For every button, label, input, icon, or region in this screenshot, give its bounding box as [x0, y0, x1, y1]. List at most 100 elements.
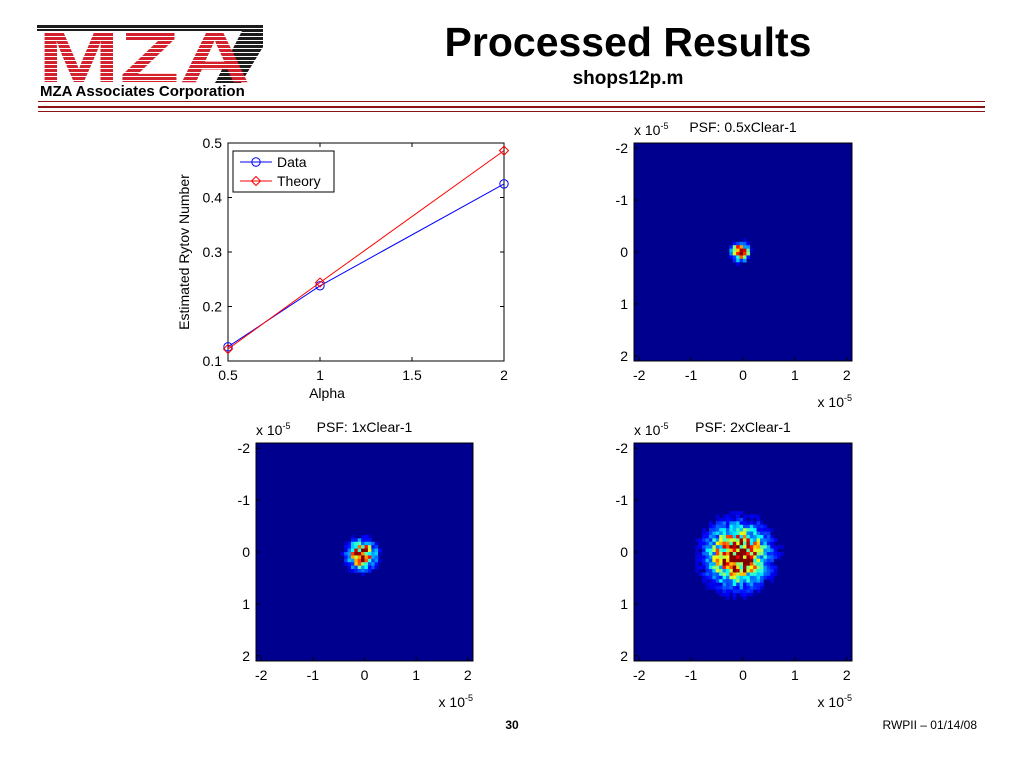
heatmap-cell: [739, 575, 744, 580]
heatmap-cell: [725, 514, 730, 519]
heatmap-cell: [746, 255, 751, 260]
heatmap-cell: [354, 562, 358, 566]
heatmap-cell: [760, 555, 764, 560]
legend: Data Theory: [232, 150, 335, 193]
heatmap-cell: [698, 572, 703, 577]
heatmap-cell: [695, 558, 699, 563]
heatmap-cell: [722, 586, 727, 590]
heatmap-cell: [725, 548, 730, 553]
heatmap-cell: [749, 548, 754, 553]
heatmap-cell: [766, 558, 771, 563]
heatmap-cell: [743, 558, 747, 563]
axis-multiplier-base: x 10: [439, 694, 466, 710]
heatmap-cell: [705, 575, 710, 580]
heatmap-cell: [763, 565, 768, 570]
heatmap-cell: [760, 541, 764, 546]
heatmap-cell: [708, 531, 713, 536]
heatmap-cell: [347, 555, 352, 560]
heatmap-cell: [743, 545, 747, 549]
heatmap-cell: [698, 545, 703, 549]
heatmap-cell: [722, 534, 727, 539]
heatmap-cell: [763, 555, 768, 560]
heatmap-cell: [770, 534, 774, 539]
heatmap-cell: [746, 582, 751, 587]
heatmap-cell: [722, 541, 727, 546]
heatmap-cell: [753, 575, 757, 580]
heatmap-cell: [725, 565, 730, 570]
axis-multiplier-exponent: -5: [844, 693, 852, 703]
heatmap-cell: [749, 592, 754, 597]
heatmap-cell: [364, 552, 369, 556]
heatmap-cell: [347, 552, 352, 556]
heatmap-cell: [357, 569, 362, 573]
heatmap-cell: [725, 524, 730, 529]
heatmap-cell: [719, 589, 723, 594]
heatmap-cell: [361, 555, 365, 560]
heatmap-cell: [729, 575, 734, 580]
heatmap-cell: [743, 255, 747, 260]
heatmap-cell: [763, 531, 768, 536]
heatmap-cell: [760, 552, 764, 556]
heatmap-cell: [364, 555, 369, 560]
heatmap-cell: [350, 541, 355, 546]
heatmap-cell: [719, 524, 723, 529]
heatmap-cell: [729, 562, 734, 566]
heatmap-cell: [743, 572, 747, 577]
logo-black-slant: [215, 29, 263, 83]
heatmap-cell: [749, 541, 754, 546]
y-tick-label: 1: [620, 596, 628, 612]
heatmap-cell: [732, 538, 737, 543]
y-axis-multiplier: x 10-5: [634, 421, 668, 438]
heatmap-title: PSF: 1xClear-1: [317, 419, 413, 435]
heatmap-cell: [743, 252, 747, 256]
heatmap-cell: [725, 575, 730, 580]
heatmap-cell: [732, 245, 737, 249]
x-tick-label: -2: [633, 367, 646, 383]
heatmap-cell: [708, 541, 713, 546]
heatmap-cell: [753, 569, 757, 573]
heatmap-cell: [705, 555, 710, 560]
heatmap-cell: [695, 552, 699, 556]
heatmap-cell: [729, 565, 734, 570]
heatmap-cell: [367, 534, 372, 539]
heatmap-cell: [367, 569, 372, 573]
heatmap-cell: [712, 528, 716, 532]
heatmap-cell: [753, 541, 757, 546]
heatmap-cell: [753, 534, 757, 539]
heatmap-cell: [739, 534, 744, 539]
heatmap-cell: [749, 534, 754, 539]
x-tick-label: -1: [685, 667, 698, 683]
heatmap-cell: [756, 555, 761, 560]
heatmap-cell: [753, 521, 757, 525]
heatmap-cell: [739, 555, 744, 560]
heatmap-cell: [347, 565, 352, 570]
heatmap-cell: [732, 248, 737, 253]
heatmap-cell: [729, 579, 734, 583]
heatmap-cell: [705, 534, 710, 539]
heatmap-cell: [725, 538, 730, 543]
heatmap-cell: [374, 565, 379, 570]
heatmap-cell: [715, 589, 720, 594]
x-tick-label: -1: [307, 667, 320, 683]
heatmap-cell: [361, 572, 365, 577]
heatmap-cell: [743, 531, 747, 536]
axis-multiplier-exponent: -5: [660, 121, 668, 131]
heatmap-cell: [705, 548, 710, 553]
heatmap-cell: [695, 538, 699, 543]
heatmap-cell: [746, 538, 751, 543]
heatmap-cell: [739, 517, 744, 522]
heatmap-cell: [739, 255, 744, 260]
heatmap-cell: [732, 558, 737, 563]
x-axis-multiplier: x 10-5: [439, 693, 473, 710]
heatmap-cell: [695, 562, 699, 566]
heatmap-cell: [719, 517, 723, 522]
heatmap-cell: [354, 541, 358, 546]
heatmap-cell: [725, 589, 730, 594]
heatmap-cell: [729, 555, 734, 560]
heatmap-cell: [732, 569, 737, 573]
heatmap-cell: [729, 511, 734, 515]
x-tick-label: 1: [412, 667, 420, 683]
heatmap-cell: [743, 565, 747, 570]
heatmap-cell: [749, 514, 754, 519]
heatmap-cell: [725, 582, 730, 587]
